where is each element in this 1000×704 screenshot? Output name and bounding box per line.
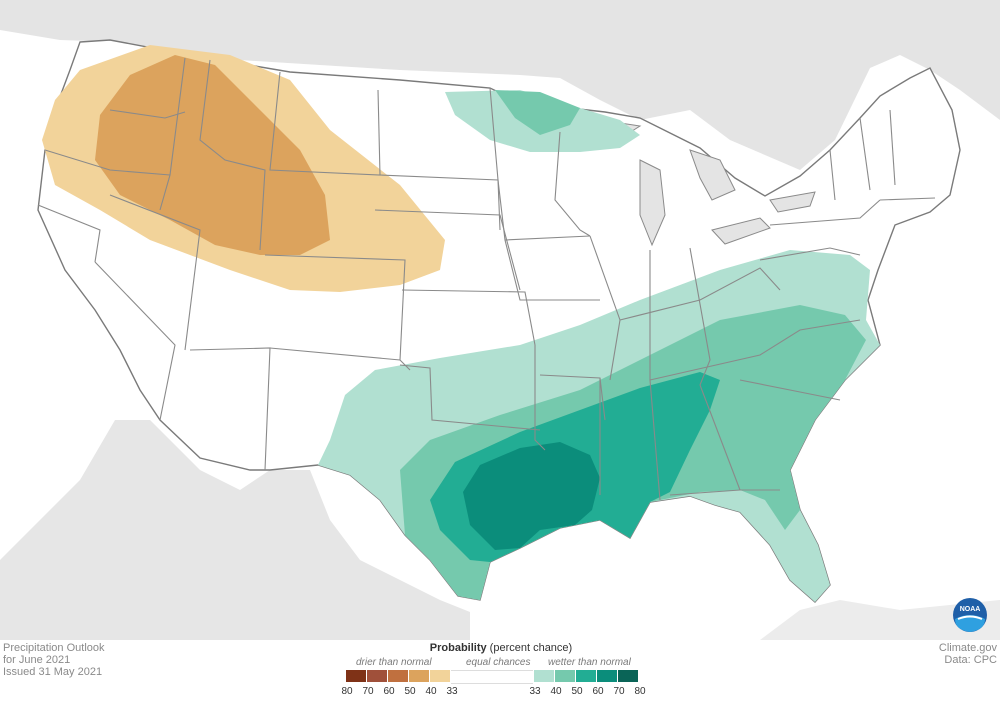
tick-wetter-40: 40 — [550, 686, 562, 697]
noaa-logo-icon[interactable]: NOAA — [952, 597, 988, 633]
tick-drier-33: 33 — [446, 686, 458, 697]
precipitation-outlook-map — [0, 0, 1000, 640]
tick-drier-60: 60 — [383, 686, 395, 697]
map-title: Precipitation Outlook — [3, 642, 105, 654]
tick-wetter-50: 50 — [571, 686, 583, 697]
swatch-wetter-33-40 — [534, 670, 554, 682]
map-period: for June 2021 — [3, 654, 71, 666]
wetter-label: wetter than normal — [548, 657, 631, 668]
tick-wetter-70: 70 — [613, 686, 625, 697]
swatch-drier-60-70 — [367, 670, 387, 682]
great-lakes — [558, 119, 816, 247]
credit-data-source: Data: CPC — [944, 654, 997, 666]
equal-chances-label: equal chances — [466, 657, 531, 668]
drier-than-normal-areas — [42, 45, 445, 292]
swatch-drier-40-50 — [409, 670, 429, 682]
drier-label: drier than normal — [356, 657, 432, 668]
tick-wetter-80: 80 — [634, 686, 646, 697]
swatch-wetter-70-80 — [618, 670, 638, 682]
credit-site: Climate.gov — [938, 642, 997, 654]
surrounding-land — [0, 0, 1000, 640]
credit-block: Climate.gov Data: CPC — [939, 642, 997, 666]
tick-wetter-60: 60 — [592, 686, 604, 697]
tick-drier-70: 70 — [362, 686, 374, 697]
tick-wetter-33: 33 — [529, 686, 541, 697]
wetter-than-normal-areas — [318, 90, 880, 602]
swatch-equal-chances — [451, 670, 533, 684]
noaa-logo-text: NOAA — [960, 606, 981, 613]
tick-drier-50: 50 — [404, 686, 416, 697]
swatch-drier-33-40 — [430, 670, 450, 682]
legend-title: Probability (percent chance) — [429, 642, 573, 654]
issue-date: Issued 31 May 2021 — [3, 666, 103, 678]
swatch-wetter-60-70 — [597, 670, 617, 682]
swatch-wetter-40-50 — [555, 670, 575, 682]
swatch-wetter-50-60 — [576, 670, 596, 682]
tick-drier-80: 80 — [341, 686, 353, 697]
tick-drier-40: 40 — [425, 686, 437, 697]
swatch-drier-70-80 — [346, 670, 366, 682]
state-boundaries — [37, 57, 936, 501]
map-title-block: Precipitation Outlook for June 2021 Issu… — [3, 642, 105, 678]
swatch-drier-50-60 — [388, 670, 408, 682]
probability-legend: Probability (percent chance) drier than … — [336, 642, 666, 702]
